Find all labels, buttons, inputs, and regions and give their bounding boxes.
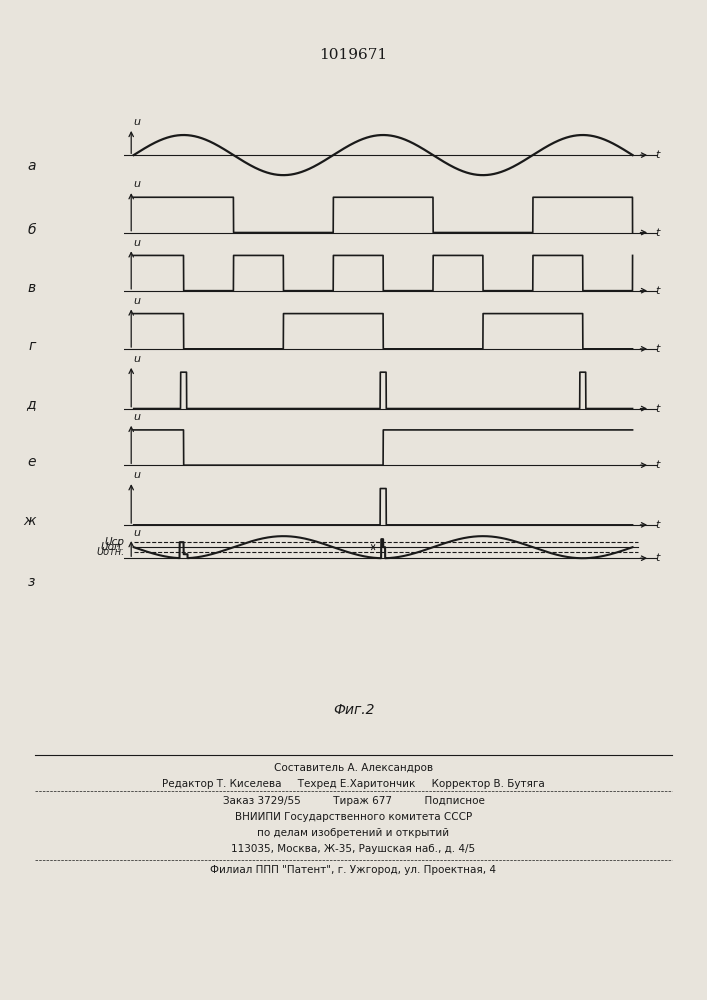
Text: е: е	[27, 455, 35, 469]
Text: в: в	[28, 281, 35, 295]
Text: u: u	[134, 354, 141, 364]
Text: 1019671: 1019671	[320, 48, 387, 62]
Text: u: u	[134, 528, 141, 538]
Text: u: u	[134, 117, 141, 127]
Text: Фиг.2: Фиг.2	[333, 703, 374, 717]
Text: Заказ 3729/55          Тираж 677          Подписное: Заказ 3729/55 Тираж 677 Подписное	[223, 796, 484, 806]
Text: u: u	[134, 179, 141, 189]
Text: t: t	[655, 404, 660, 414]
Text: Uотн.: Uотн.	[96, 547, 124, 557]
Text: t: t	[655, 460, 660, 470]
Text: t: t	[655, 228, 660, 238]
Text: д: д	[26, 397, 35, 411]
Text: Редактор Т. Киселева     Техред Е.Харитончик     Корректор В. Бутяга: Редактор Т. Киселева Техред Е.Харитончик…	[162, 779, 545, 789]
Text: Филиал ППП "Патент", г. Ужгород, ул. Проектная, 4: Филиал ППП "Патент", г. Ужгород, ул. Про…	[211, 865, 496, 875]
Text: ВНИИПИ Государственного комитета СССР: ВНИИПИ Государственного комитета СССР	[235, 812, 472, 822]
Text: Uср: Uср	[105, 537, 124, 547]
Text: t: t	[655, 286, 660, 296]
Text: б: б	[27, 223, 35, 237]
Text: t: t	[655, 344, 660, 354]
Text: 113035, Москва, Ж-35, Раушская наб., д. 4/5: 113035, Москва, Ж-35, Раушская наб., д. …	[231, 844, 476, 854]
Text: u: u	[134, 412, 141, 422]
Text: г: г	[28, 339, 35, 353]
Text: u: u	[134, 296, 141, 306]
Text: u: u	[134, 238, 141, 248]
Text: по делам изобретений и открытий: по делам изобретений и открытий	[257, 828, 450, 838]
Text: t: t	[655, 150, 660, 160]
Text: t: t	[655, 520, 660, 530]
Text: з: з	[28, 575, 35, 589]
Text: ж: ж	[23, 514, 35, 528]
Text: Составитель А. Александров: Составитель А. Александров	[274, 763, 433, 773]
Text: а: а	[27, 159, 35, 173]
Text: Uоп.: Uоп.	[100, 542, 124, 552]
Text: u: u	[134, 470, 141, 480]
Text: t: t	[655, 553, 660, 563]
